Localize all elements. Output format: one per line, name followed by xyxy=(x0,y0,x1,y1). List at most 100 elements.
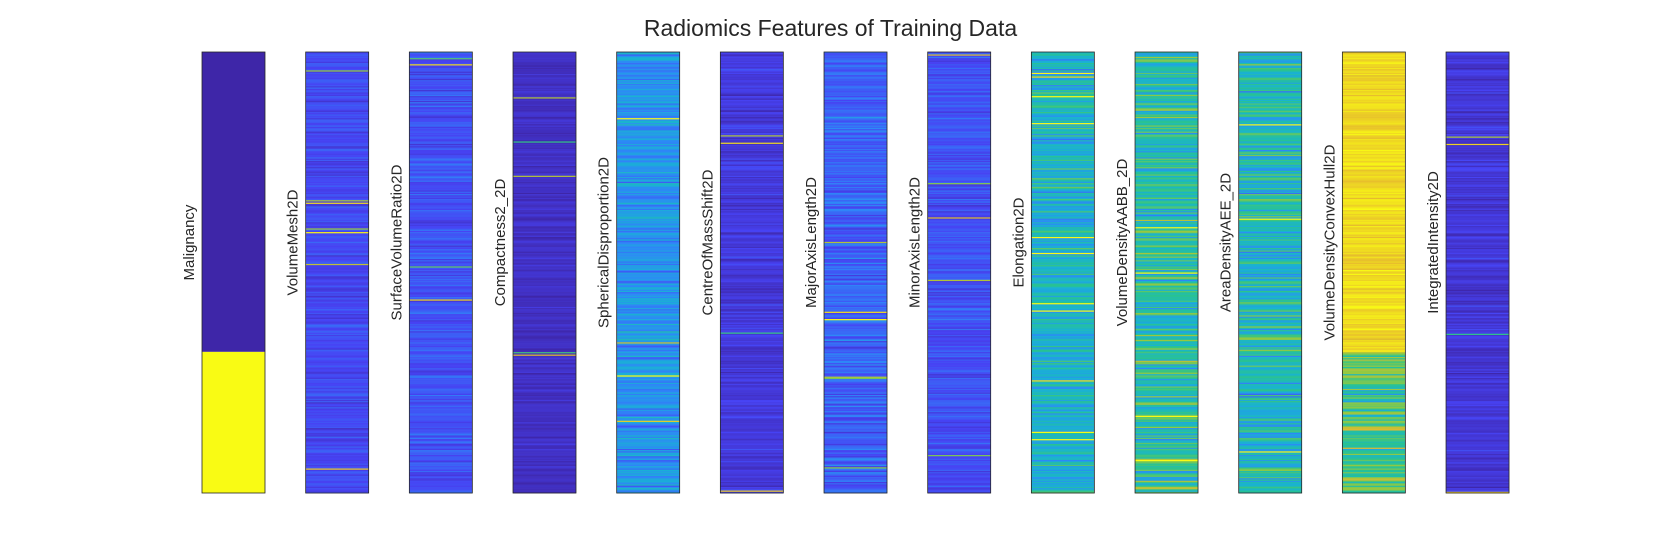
heatmap-cell xyxy=(720,154,784,157)
heatmap-cell xyxy=(1135,294,1199,297)
heatmap-cell xyxy=(513,311,577,314)
heatmap-cell xyxy=(824,297,888,299)
heatmap-cell xyxy=(1446,218,1510,221)
heatmap-cell xyxy=(1238,99,1302,102)
heatmap-cell xyxy=(305,260,369,262)
heatmap-cell xyxy=(513,200,577,202)
heatmap-cell xyxy=(1135,248,1199,250)
heatmap-cell xyxy=(513,69,577,71)
heatmap-cell xyxy=(513,196,577,199)
heatmap-cell xyxy=(1135,61,1199,64)
heatmap-cell xyxy=(1135,189,1199,191)
heatmap-cell xyxy=(305,158,369,161)
feature-column-elongation2d xyxy=(1030,51,1095,494)
heatmap-cell xyxy=(824,211,888,213)
heatmap-cell xyxy=(1238,417,1302,419)
heatmap-cell xyxy=(1031,388,1095,391)
heatmap-cell xyxy=(1238,63,1302,65)
heatmap-cell xyxy=(824,420,888,423)
heatmap-cell xyxy=(1031,254,1095,256)
heatmap-cell xyxy=(409,315,473,317)
heatmap-cell xyxy=(1342,479,1406,482)
heatmap-cell xyxy=(927,119,991,121)
heatmap-cell xyxy=(1238,288,1302,291)
heatmap-cell xyxy=(927,289,991,292)
heatmap-cell xyxy=(616,281,680,283)
heatmap-cell xyxy=(513,213,577,216)
heatmap-cell xyxy=(720,266,784,268)
heatmap-cell xyxy=(927,365,991,368)
heatmap-cell xyxy=(1446,143,1510,146)
heatmap-cell xyxy=(1135,105,1199,108)
heatmap-cell xyxy=(1342,441,1406,444)
heatmap-cell xyxy=(305,99,369,102)
heatmap-cell xyxy=(409,397,473,400)
heatmap-cell xyxy=(720,353,784,355)
heatmap-cell xyxy=(409,108,473,110)
heatmap-cell xyxy=(305,207,369,210)
heatmap-cell xyxy=(1446,241,1510,244)
heatmap-cell xyxy=(1135,142,1199,145)
heatmap-cell xyxy=(513,407,577,409)
heatmap-cell xyxy=(720,379,784,381)
heatmap-cell xyxy=(720,161,784,163)
heatmap-cell xyxy=(616,153,680,156)
heatmap-cell xyxy=(305,78,369,81)
heatmap-cell xyxy=(720,472,784,474)
heatmap-cell xyxy=(305,472,369,474)
heatmap-cell xyxy=(1135,129,1199,131)
heatmap-cell xyxy=(824,248,888,250)
heatmap-cell xyxy=(1446,446,1510,449)
heatmap-cell xyxy=(1031,268,1095,271)
heatmap-cell xyxy=(616,162,680,164)
heatmap-cell xyxy=(720,462,784,464)
heatmap-cell xyxy=(1135,484,1199,487)
heatmap-cell xyxy=(616,419,680,422)
heatmap-cell xyxy=(1031,332,1095,335)
heatmap-cell xyxy=(616,61,680,64)
heatmap-cell xyxy=(1135,278,1199,281)
heatmap-cell xyxy=(927,357,991,359)
heatmap-cell xyxy=(305,439,369,441)
heatmap-cell xyxy=(1446,233,1510,235)
heatmap-cell xyxy=(1238,180,1302,183)
heatmap-cell xyxy=(1446,395,1510,397)
heatmap-cell xyxy=(1135,442,1199,445)
heatmap-cell xyxy=(409,357,473,359)
heatmap-cell xyxy=(1238,393,1302,396)
heatmap-cell xyxy=(720,186,784,189)
heatmap-cell xyxy=(616,228,680,230)
heatmap-cell xyxy=(720,219,784,222)
heatmap-cell xyxy=(1342,238,1406,240)
heatmap-cell xyxy=(1238,352,1302,354)
heatmap-cell xyxy=(720,82,784,85)
heatmap-cell xyxy=(927,88,991,91)
heatmap-cell xyxy=(1342,447,1406,450)
heatmap-cell xyxy=(720,129,784,131)
heatmap-cell xyxy=(1446,55,1510,58)
heatmap-cell xyxy=(927,138,991,141)
heatmap-cell xyxy=(927,146,991,148)
heatmap-cell xyxy=(927,251,991,254)
heatmap-cell xyxy=(513,456,577,458)
heatmap-cell xyxy=(1135,164,1199,167)
heatmap-cell xyxy=(616,248,680,250)
heatmap-cell xyxy=(927,131,991,134)
heatmap-cell xyxy=(513,172,577,174)
heatmap-cell xyxy=(513,208,577,211)
heatmap-cell xyxy=(720,342,784,344)
heatmap-cell xyxy=(720,211,784,213)
heatmap-cell xyxy=(824,428,888,430)
heatmap-cell xyxy=(1446,488,1510,490)
heatmap-cell xyxy=(1446,377,1510,380)
heatmap-cell xyxy=(409,54,473,57)
heatmap-cell xyxy=(1135,478,1199,480)
heatmap-cell xyxy=(1446,347,1510,349)
heatmap-cell xyxy=(305,115,369,118)
heatmap-cell xyxy=(1446,292,1510,294)
heatmap-cell xyxy=(1135,66,1199,69)
heatmap-cell xyxy=(927,409,991,412)
heatmap-cell xyxy=(616,474,680,477)
heatmap-cell xyxy=(1446,417,1510,419)
heatmap-cell xyxy=(1135,451,1199,453)
